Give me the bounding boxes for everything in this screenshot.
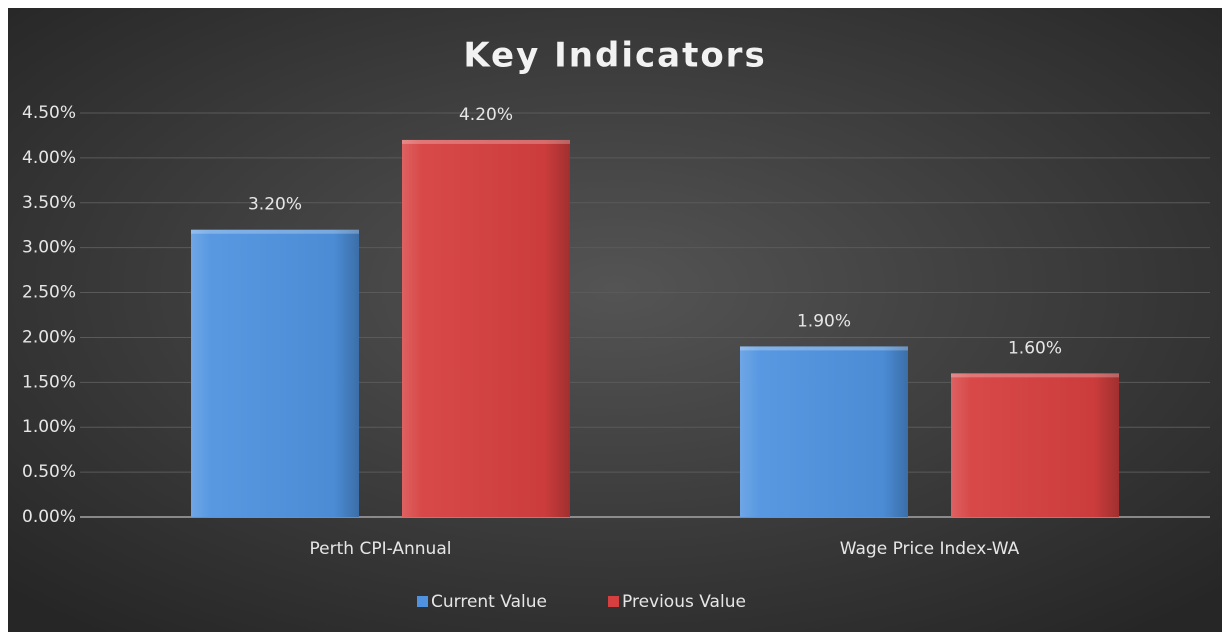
y-tick-label: 3.50%: [22, 193, 76, 213]
y-tick-label: 2.00%: [22, 327, 76, 347]
chart-background: [8, 8, 1222, 632]
legend-label: Previous Value: [622, 592, 746, 612]
bar-shade: [402, 139, 570, 517]
bar-shade: [740, 346, 908, 517]
legend-swatch: [417, 596, 428, 607]
legend-swatch: [608, 596, 619, 607]
y-tick-label: 0.50%: [22, 462, 76, 482]
y-tick-label: 1.00%: [22, 417, 76, 437]
y-tick-label: 2.50%: [22, 283, 76, 303]
data-label: 1.90%: [797, 311, 851, 331]
y-tick-label: 4.00%: [22, 148, 76, 168]
x-tick-label: Perth CPI-Annual: [310, 539, 452, 559]
bar-top: [951, 373, 1119, 378]
bar-shade: [951, 373, 1119, 517]
data-label: 4.20%: [459, 105, 513, 125]
y-tick-label: 3.00%: [22, 238, 76, 258]
bar-top: [191, 229, 359, 234]
bar-top: [402, 139, 570, 144]
data-label: 1.60%: [1008, 338, 1062, 358]
legend-label: Current Value: [431, 592, 547, 612]
chart-title: Key Indicators: [463, 36, 766, 76]
y-tick-label: 1.50%: [22, 372, 76, 392]
x-tick-label: Wage Price Index-WA: [840, 539, 1020, 559]
bar-top: [740, 346, 908, 351]
bar-shade: [191, 229, 359, 517]
data-label: 3.20%: [248, 195, 302, 215]
y-tick-label: 4.50%: [22, 103, 76, 123]
y-tick-label: 0.00%: [22, 507, 76, 527]
